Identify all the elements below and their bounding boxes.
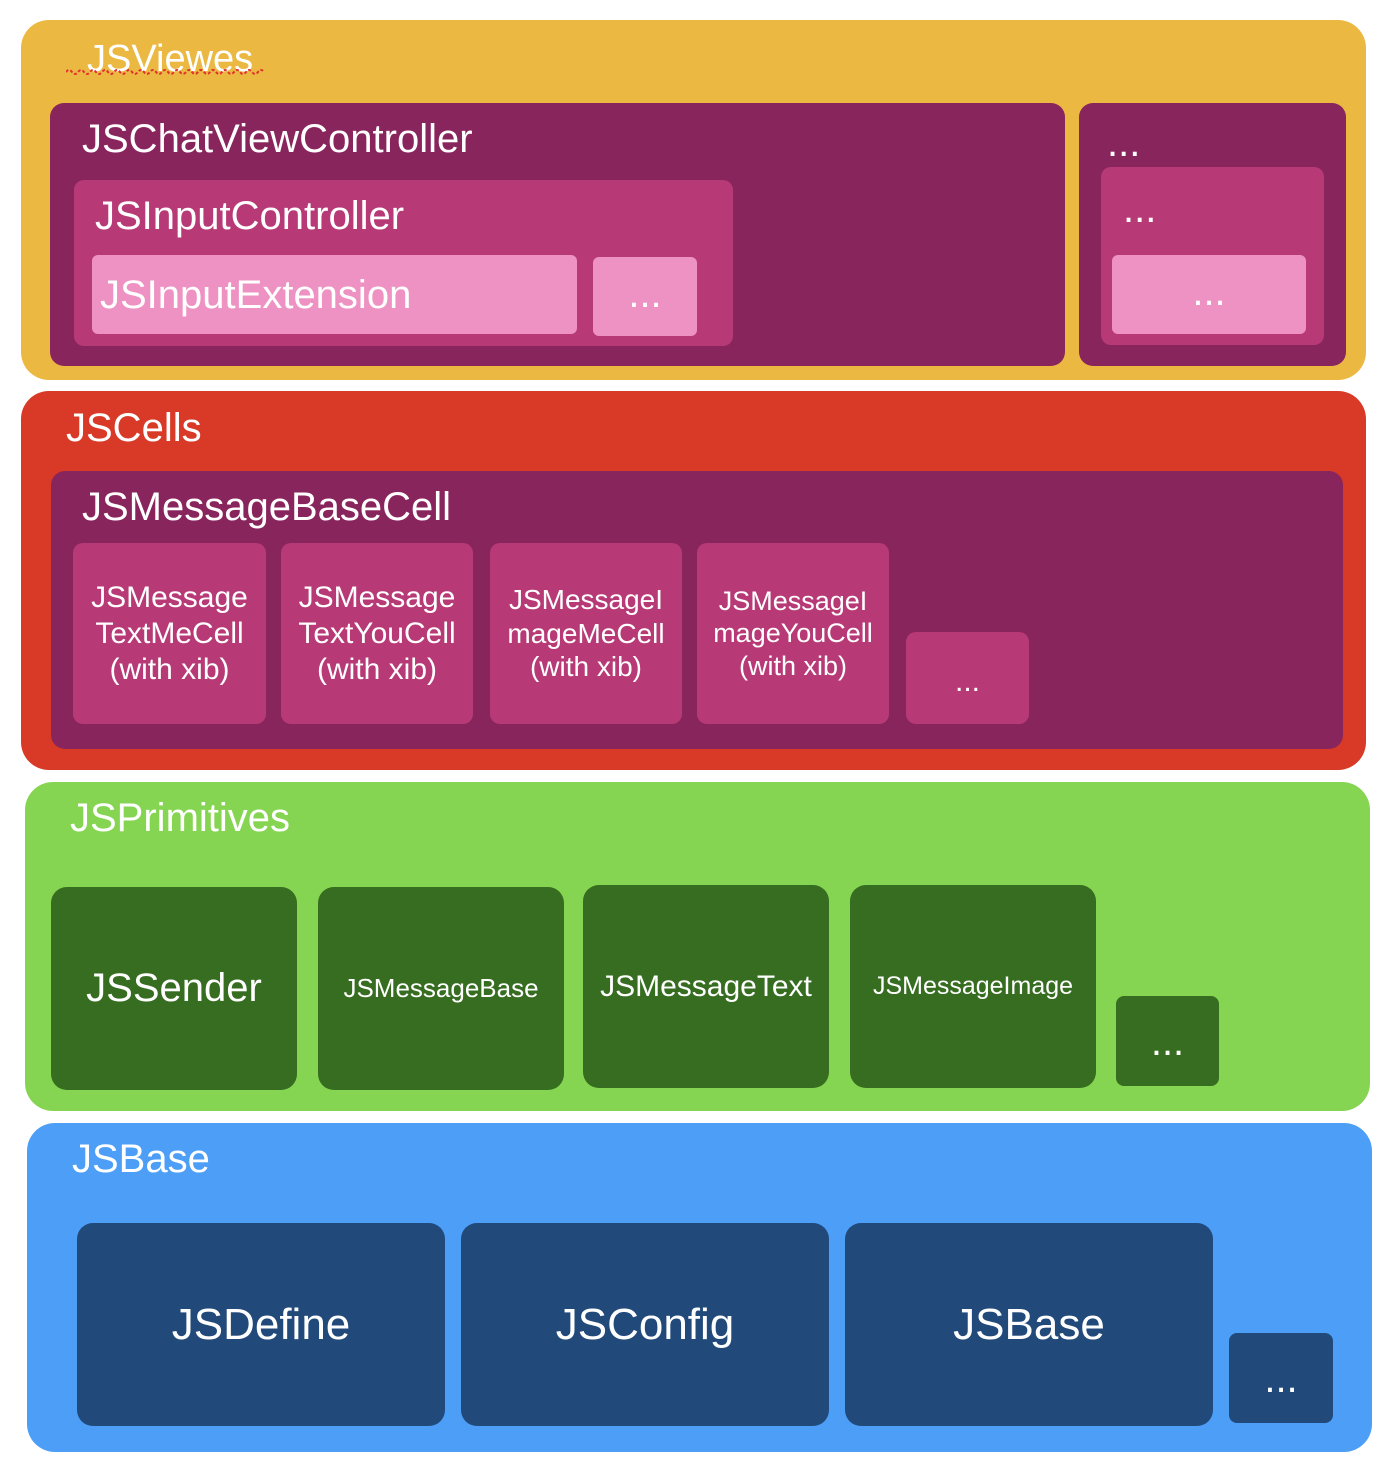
cells-more-label: ... xyxy=(954,665,980,698)
views-more-label: ... xyxy=(1107,121,1141,165)
cell-text-you-label: JSMessage TextYouCell (with xib) xyxy=(298,580,456,686)
jsconfig-label: JSConfig xyxy=(555,1299,735,1349)
input-more-label: ... xyxy=(628,271,662,316)
jsmessagebasecell-label: JSMessageBaseCell xyxy=(82,485,452,529)
base-more-box: ... xyxy=(1229,1333,1333,1423)
jsdefine-label: JSDefine xyxy=(171,1299,351,1349)
cell-image-me-box: JSMessageI mageMeCell (with xib) xyxy=(490,543,682,724)
jsviews-title: JSViewes xyxy=(87,38,254,80)
cell-text-me-label: JSMessage TextMeCell (with xib) xyxy=(91,580,248,686)
spellcheck-underline xyxy=(66,69,264,75)
jsbase-module-box: JSBase xyxy=(845,1223,1213,1426)
jsinputcontroller-label: JSInputController xyxy=(95,194,405,238)
jsconfig-box: JSConfig xyxy=(461,1223,829,1426)
cells-more-box: ... xyxy=(906,632,1029,724)
cell-text-you-box: JSMessage TextYouCell (with xib) xyxy=(281,543,473,724)
jsmessagebase-box: JSMessageBase xyxy=(318,887,564,1090)
jsinputextension-box: JSInputExtension xyxy=(92,255,577,334)
views-more-inner-label: ... xyxy=(1192,269,1226,314)
jsmessageimage-box: JSMessageImage xyxy=(850,885,1096,1088)
views-more-mid-label: ... xyxy=(1123,187,1157,231)
jscells-title: JSCells xyxy=(66,406,202,450)
cell-image-you-box: JSMessageI mageYouCell (with xib) xyxy=(697,543,889,724)
jssender-label: JSSender xyxy=(86,966,262,1010)
jschatviewcontroller-label: JSChatViewController xyxy=(82,117,473,161)
base-more-label: ... xyxy=(1264,1357,1298,1401)
jsmessageimage-label: JSMessageImage xyxy=(872,972,1074,1000)
cell-text-me-box: JSMessage TextMeCell (with xib) xyxy=(73,543,266,724)
input-more-box: ... xyxy=(593,257,697,336)
cell-image-me-label: JSMessageI mageMeCell (with xib) xyxy=(507,584,665,683)
jsmessagetext-box: JSMessageText xyxy=(583,885,829,1088)
jsdefine-box: JSDefine xyxy=(77,1223,445,1426)
primitives-more-label: ... xyxy=(1150,1020,1185,1064)
jsinputextension-label: JSInputExtension xyxy=(100,273,412,317)
jsprimitives-title: JSPrimitives xyxy=(70,796,291,840)
cell-image-you-label: JSMessageI mageYouCell (with xib) xyxy=(713,585,873,681)
jssender-box: JSSender xyxy=(51,887,297,1090)
jsbase-title: JSBase xyxy=(72,1137,210,1181)
jsmessagetext-label: JSMessageText xyxy=(600,969,812,1003)
primitives-more-box: ... xyxy=(1116,996,1219,1086)
jsbase-module-label: JSBase xyxy=(953,1299,1105,1349)
views-more-inner-box: ... xyxy=(1112,255,1306,334)
jsmessagebase-label: JSMessageBase xyxy=(343,973,539,1003)
